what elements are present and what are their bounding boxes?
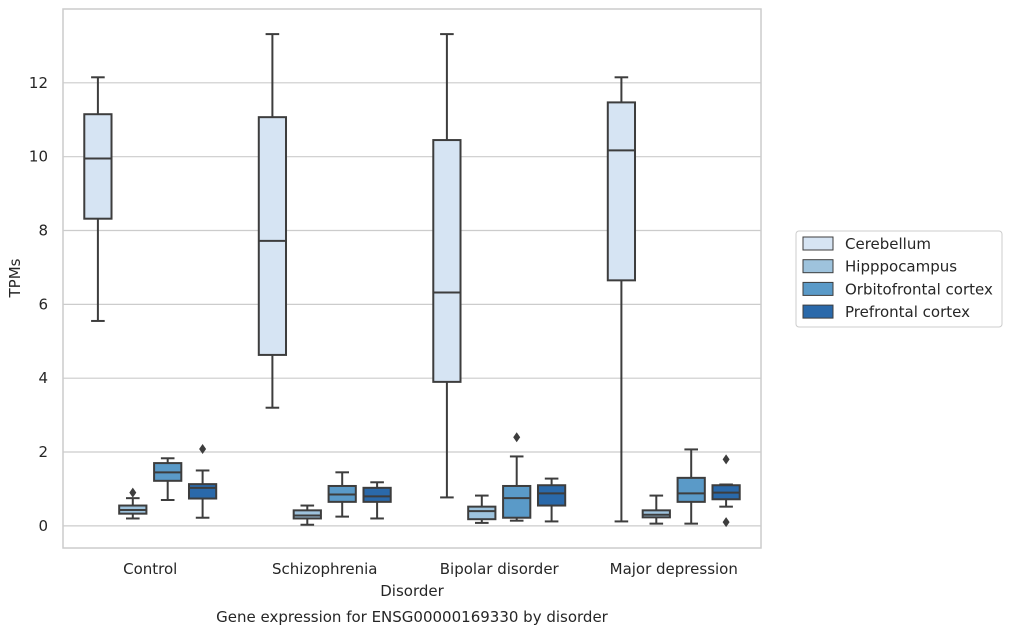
legend-frame (795, 230, 1003, 328)
y-tick-label: 10 (29, 148, 48, 166)
box-iqr (432, 139, 462, 383)
legend-label: Orbitofrontal cortex (845, 280, 993, 298)
box-orbitofrontal-cortex-major-depression (676, 448, 706, 525)
y-tick-labels: 0 2 4 6 8 10 12 (29, 74, 48, 535)
box-hipppocampus-bipolar-disorder (467, 494, 497, 524)
chart-title: Gene expression for ENSG00000169330 by d… (216, 608, 609, 626)
x-axis-label: Disorder (380, 582, 444, 600)
legend-swatch (802, 236, 834, 251)
outlier-point (129, 487, 137, 498)
box-prefrontal-cortex-major-depression (711, 454, 741, 528)
box-iqr (467, 505, 497, 521)
box-iqr (187, 483, 218, 500)
outlier-point (513, 432, 521, 443)
box-iqr (257, 116, 288, 356)
box-iqr (502, 484, 532, 519)
box-prefrontal-cortex-bipolar-disorder (536, 477, 567, 523)
legend-label: Hipppocampus (845, 258, 957, 276)
box-prefrontal-cortex-schizophrenia (362, 481, 392, 520)
x-tick-label: Bipolar disorder (440, 560, 560, 578)
box-iqr (606, 101, 637, 282)
box-cerebellum-bipolar-disorder (432, 33, 462, 499)
boxes-group (83, 33, 741, 528)
legend-label: Prefrontal cortex (845, 303, 970, 321)
box-prefrontal-cortex-control (187, 444, 218, 519)
box-cerebellum-schizophrenia (257, 33, 288, 409)
x-tick-label: Control (123, 560, 177, 578)
box-hipppocampus-schizophrenia (292, 504, 322, 526)
legend-label: Cerebellum (845, 235, 931, 253)
y-tick-label: 2 (38, 443, 48, 461)
box-cerebellum-major-depression (606, 76, 637, 523)
legend-swatch (802, 304, 834, 319)
legend-swatch (802, 259, 834, 274)
x-tick-labels: Control Schizophrenia Bipolar disorder Majo… (123, 560, 738, 578)
y-tick-label: 12 (29, 74, 48, 92)
box-hipppocampus-control (118, 487, 148, 520)
box-iqr (536, 484, 567, 507)
x-tick-label: Schizophrenia (272, 560, 377, 578)
box-orbitofrontal-cortex-schizophrenia (327, 471, 357, 518)
box-iqr (292, 509, 322, 520)
y-tick-label: 4 (38, 369, 48, 387)
box-iqr (676, 476, 706, 503)
legend-swatch (802, 281, 834, 296)
box-cerebellum-control (83, 76, 113, 322)
y-tick-label: 0 (38, 517, 48, 535)
y-axis-label: TPMs (6, 258, 24, 298)
y-tick-label: 6 (38, 295, 48, 313)
grid-lines (63, 82, 761, 527)
box-hipppocampus-major-depression (641, 494, 671, 525)
box-orbitofrontal-cortex-control (153, 457, 183, 502)
legend: Cerebellum Hipppocampus Orbitofrontal cort… (795, 230, 1003, 328)
box-iqr (362, 486, 392, 503)
plot-area (62, 8, 762, 549)
box-iqr (83, 113, 113, 220)
outlier-point (722, 454, 730, 465)
x-tick-label: Major depression (610, 560, 738, 578)
outlier-point (199, 444, 207, 455)
plot-frame (62, 8, 762, 549)
box-orbitofrontal-cortex-bipolar-disorder (502, 432, 532, 522)
y-tick-label: 8 (38, 222, 48, 240)
outlier-point (722, 517, 730, 528)
